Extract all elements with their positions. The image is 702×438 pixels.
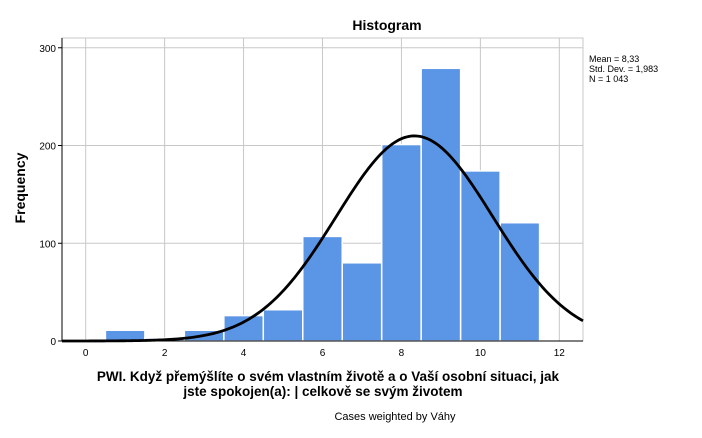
y-tick-label: 200 bbox=[39, 142, 56, 153]
y-tick-label: 0 bbox=[50, 337, 56, 348]
histogram-bar bbox=[302, 235, 343, 342]
normal-curve-layer bbox=[62, 134, 584, 343]
x-tick-label: 2 bbox=[162, 348, 168, 359]
x-tick-label: 10 bbox=[475, 348, 487, 359]
histogram-bar bbox=[420, 67, 462, 342]
footnote: Cases weighted by Váhy bbox=[334, 411, 456, 423]
stat-std-dev: Std. Dev. = 1,983 bbox=[589, 64, 658, 74]
y-tick-labels: 0 100 200 300 bbox=[39, 44, 56, 348]
normal-curve bbox=[62, 134, 584, 343]
x-tick-label: 0 bbox=[83, 348, 89, 359]
y-tick-label: 300 bbox=[39, 44, 56, 55]
x-tick-label: 4 bbox=[241, 348, 247, 359]
stat-mean: Mean = 8,33 bbox=[589, 54, 639, 64]
stat-n: N = 1 043 bbox=[589, 74, 628, 84]
axes bbox=[58, 38, 583, 342]
x-tick-label: 12 bbox=[554, 348, 566, 359]
y-axis-label: Frequency bbox=[12, 152, 28, 223]
chart-title: Histogram bbox=[352, 17, 421, 33]
histogram-bar bbox=[499, 221, 541, 342]
histogram-bar bbox=[341, 262, 383, 342]
x-tick-label: 8 bbox=[399, 348, 405, 359]
x-axis-label-line-2: jste spokojen(a): | celkově se svým živo… bbox=[182, 384, 462, 399]
y-tick-label: 100 bbox=[39, 239, 56, 250]
x-tick-labels: 0 2 4 6 8 10 12 bbox=[83, 348, 565, 359]
histogram-bar bbox=[262, 308, 304, 342]
x-tick-label: 6 bbox=[320, 348, 326, 359]
x-axis-label-line-1: PWI. Když přemýšlíte o svém vlastním živ… bbox=[97, 369, 560, 384]
histogram-bar bbox=[380, 143, 422, 342]
